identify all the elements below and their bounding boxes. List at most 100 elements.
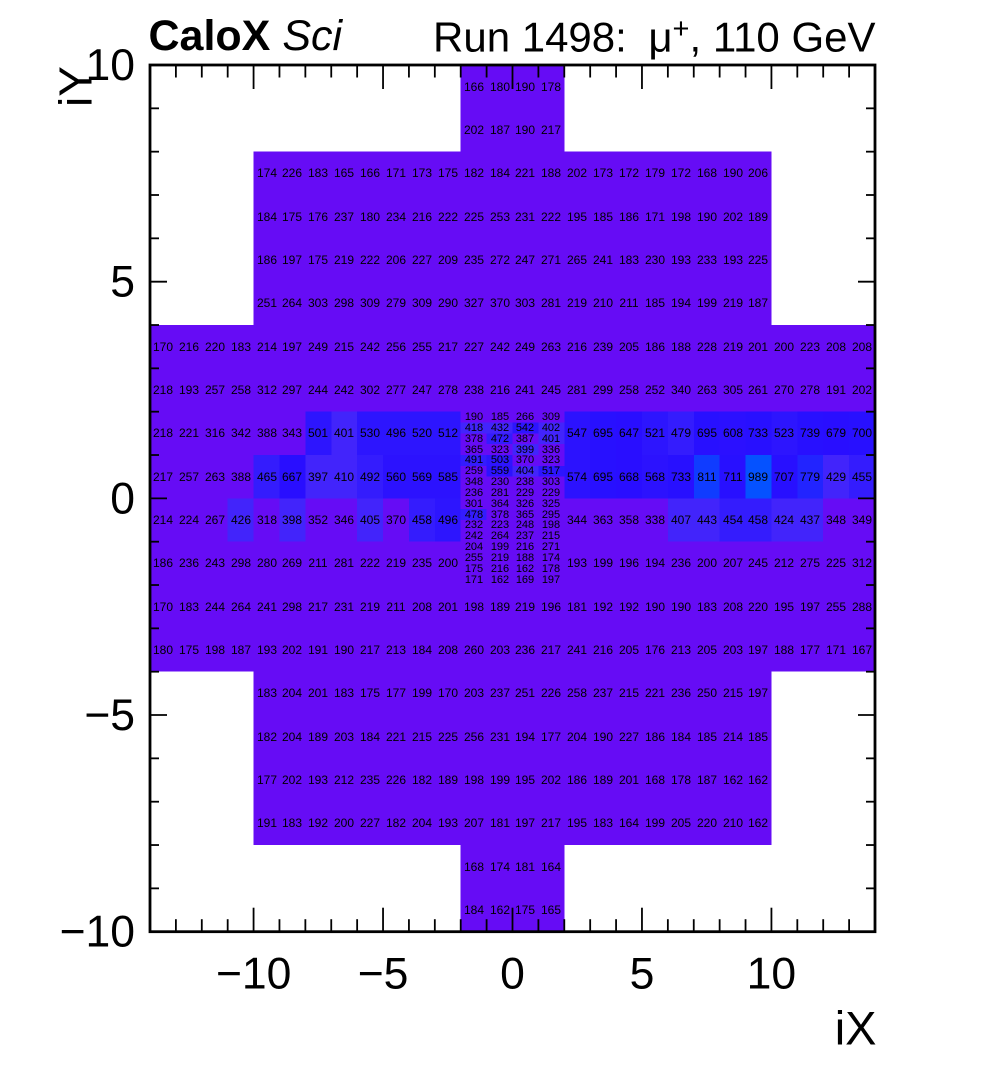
svg-text:169: 169 bbox=[516, 574, 534, 586]
svg-text:298: 298 bbox=[282, 600, 302, 614]
svg-text:387: 387 bbox=[516, 433, 534, 445]
svg-text:214: 214 bbox=[257, 340, 277, 354]
svg-text:10: 10 bbox=[747, 950, 797, 999]
svg-text:517: 517 bbox=[542, 465, 560, 477]
svg-text:202: 202 bbox=[567, 166, 587, 180]
svg-text:265: 265 bbox=[567, 253, 587, 267]
svg-text:312: 312 bbox=[257, 383, 277, 397]
svg-text:695: 695 bbox=[593, 470, 613, 484]
svg-text:174: 174 bbox=[257, 166, 277, 180]
svg-text:426: 426 bbox=[231, 513, 251, 527]
svg-text:187: 187 bbox=[231, 643, 251, 657]
svg-text:443: 443 bbox=[697, 513, 717, 527]
svg-text:184: 184 bbox=[671, 730, 691, 744]
svg-text:275: 275 bbox=[800, 556, 820, 570]
svg-text:181: 181 bbox=[567, 600, 587, 614]
svg-text:188: 188 bbox=[774, 643, 794, 657]
svg-text:189: 189 bbox=[490, 600, 510, 614]
svg-text:219: 219 bbox=[360, 600, 380, 614]
svg-text:197: 197 bbox=[282, 253, 302, 267]
svg-text:188: 188 bbox=[671, 340, 691, 354]
svg-text:230: 230 bbox=[645, 253, 665, 267]
svg-text:496: 496 bbox=[386, 426, 406, 440]
svg-text:739: 739 bbox=[800, 426, 820, 440]
svg-text:512: 512 bbox=[438, 426, 458, 440]
svg-text:178: 178 bbox=[542, 563, 560, 575]
svg-text:186: 186 bbox=[645, 730, 665, 744]
svg-text:733: 733 bbox=[671, 470, 691, 484]
svg-text:388: 388 bbox=[257, 426, 277, 440]
svg-text:180: 180 bbox=[490, 80, 510, 94]
svg-text:189: 189 bbox=[593, 773, 613, 787]
svg-text:667: 667 bbox=[282, 470, 302, 484]
svg-text:238: 238 bbox=[464, 383, 484, 397]
svg-text:220: 220 bbox=[748, 600, 768, 614]
svg-text:199: 199 bbox=[490, 773, 510, 787]
svg-text:225: 225 bbox=[748, 253, 768, 267]
svg-text:183: 183 bbox=[619, 253, 639, 267]
svg-text:197: 197 bbox=[800, 600, 820, 614]
svg-text:301: 301 bbox=[465, 498, 483, 510]
svg-text:165: 165 bbox=[541, 903, 561, 917]
svg-text:202: 202 bbox=[282, 773, 302, 787]
svg-text:183: 183 bbox=[697, 600, 717, 614]
svg-text:175: 175 bbox=[465, 563, 483, 575]
svg-text:190: 190 bbox=[515, 80, 535, 94]
svg-text:208: 208 bbox=[852, 340, 872, 354]
svg-text:190: 190 bbox=[465, 411, 483, 423]
svg-text:364: 364 bbox=[491, 498, 509, 510]
svg-text:402: 402 bbox=[542, 422, 560, 434]
svg-text:574: 574 bbox=[567, 470, 587, 484]
svg-text:472: 472 bbox=[491, 433, 509, 445]
svg-text:227: 227 bbox=[619, 730, 639, 744]
svg-text:0: 0 bbox=[500, 950, 525, 999]
svg-text:222: 222 bbox=[360, 556, 380, 570]
svg-text:250: 250 bbox=[697, 686, 717, 700]
svg-text:455: 455 bbox=[852, 470, 872, 484]
svg-text:316: 316 bbox=[205, 426, 225, 440]
svg-text:162: 162 bbox=[490, 903, 510, 917]
svg-text:585: 585 bbox=[438, 470, 458, 484]
svg-text:228: 228 bbox=[697, 340, 717, 354]
svg-text:238: 238 bbox=[516, 476, 534, 488]
svg-text:172: 172 bbox=[619, 166, 639, 180]
svg-text:241: 241 bbox=[593, 253, 613, 267]
svg-text:194: 194 bbox=[645, 556, 665, 570]
svg-text:188: 188 bbox=[516, 552, 534, 564]
svg-text:167: 167 bbox=[852, 643, 872, 657]
svg-text:989: 989 bbox=[748, 470, 768, 484]
svg-text:198: 198 bbox=[542, 519, 560, 531]
svg-text:236: 236 bbox=[671, 686, 691, 700]
svg-text:458: 458 bbox=[748, 513, 768, 527]
svg-text:199: 199 bbox=[645, 816, 665, 830]
svg-text:202: 202 bbox=[723, 210, 743, 224]
svg-text:281: 281 bbox=[491, 487, 509, 499]
svg-text:iY: iY bbox=[50, 66, 102, 107]
svg-text:496: 496 bbox=[438, 513, 458, 527]
svg-text:236: 236 bbox=[671, 556, 691, 570]
svg-text:200: 200 bbox=[438, 556, 458, 570]
svg-text:344: 344 bbox=[567, 513, 587, 527]
svg-text:220: 220 bbox=[697, 816, 717, 830]
svg-text:186: 186 bbox=[257, 253, 277, 267]
svg-text:201: 201 bbox=[748, 340, 768, 354]
svg-text:212: 212 bbox=[334, 773, 354, 787]
svg-text:193: 193 bbox=[257, 643, 277, 657]
svg-text:222: 222 bbox=[438, 210, 458, 224]
svg-text:219: 219 bbox=[386, 556, 406, 570]
svg-text:269: 269 bbox=[282, 556, 302, 570]
svg-text:197: 197 bbox=[515, 816, 535, 830]
svg-text:211: 211 bbox=[386, 600, 405, 614]
svg-text:208: 208 bbox=[723, 600, 743, 614]
svg-text:491: 491 bbox=[465, 454, 483, 466]
svg-text:−10: −10 bbox=[60, 908, 136, 957]
svg-text:183: 183 bbox=[334, 686, 354, 700]
svg-text:202: 202 bbox=[464, 123, 484, 137]
svg-text:168: 168 bbox=[697, 166, 717, 180]
svg-text:501: 501 bbox=[308, 426, 328, 440]
svg-text:309: 309 bbox=[360, 296, 380, 310]
svg-text:218: 218 bbox=[153, 383, 173, 397]
svg-text:213: 213 bbox=[386, 643, 406, 657]
svg-text:174: 174 bbox=[490, 860, 510, 874]
svg-text:162: 162 bbox=[723, 773, 743, 787]
